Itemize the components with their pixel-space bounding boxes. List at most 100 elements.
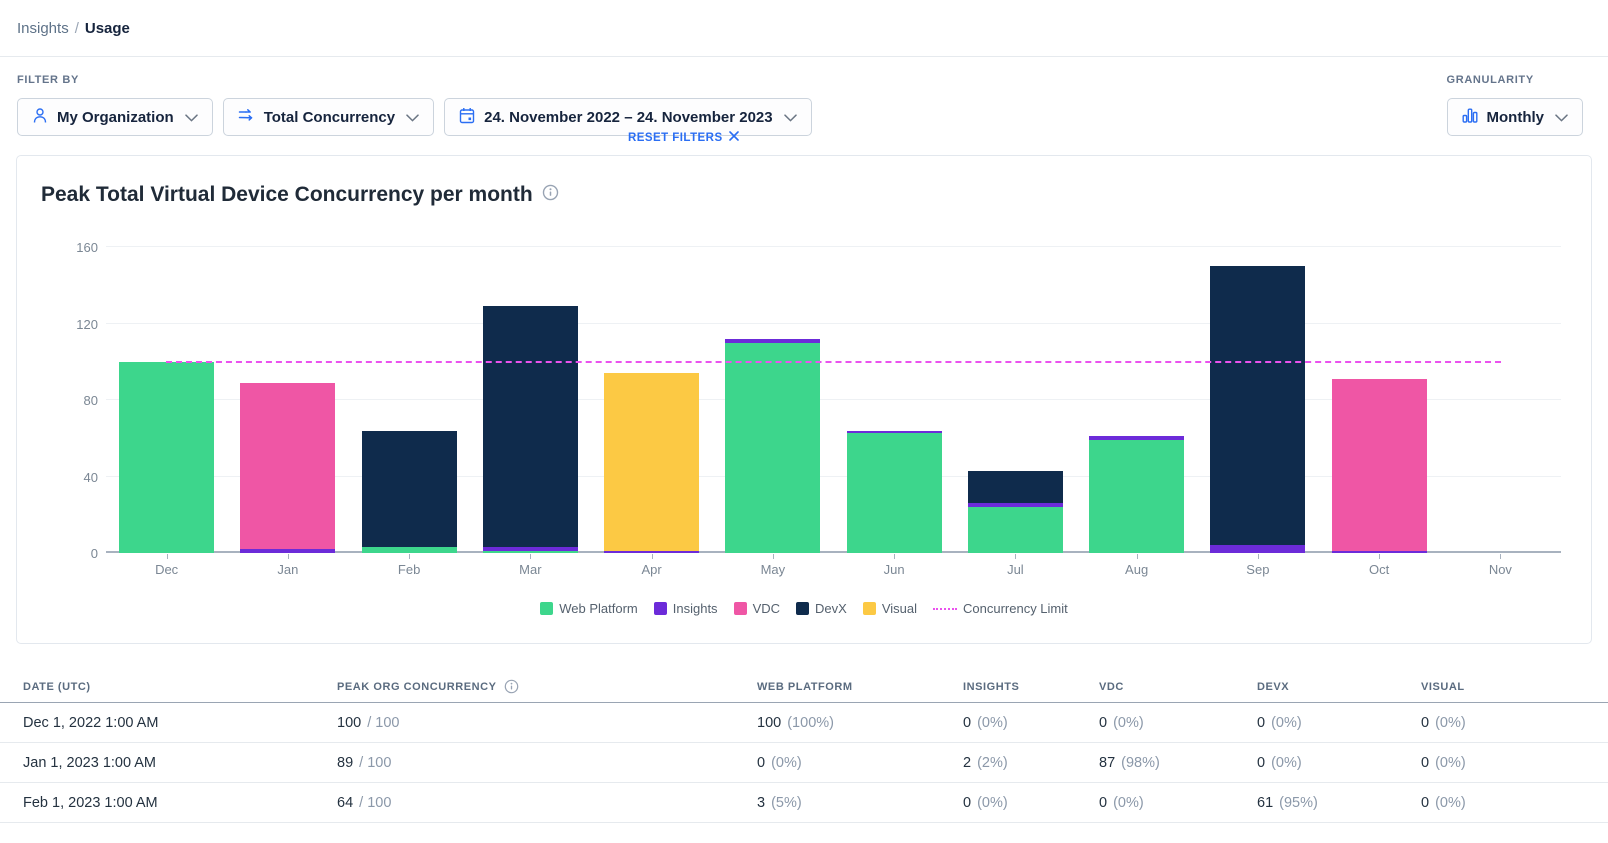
bar-segment-web-platform[interactable]	[725, 342, 821, 553]
y-axis-tick-label: 120	[76, 316, 98, 332]
organization-filter-label: My Organization	[57, 108, 174, 126]
bar-segment-insights[interactable]	[1089, 436, 1185, 441]
bar-segment-devx[interactable]	[1210, 266, 1306, 546]
table-header-1: DATE (UTC)	[23, 680, 91, 693]
legend-label: Visual	[881, 601, 917, 616]
info-icon[interactable]	[542, 184, 559, 206]
x-axis-label-nov: Nov	[1488, 562, 1512, 577]
gridline-0	[106, 551, 1561, 553]
legend-label: Insights	[672, 601, 718, 616]
bar-segment-insights[interactable]	[604, 551, 700, 553]
table-row: Feb 1, 2023 1:00 AM 64 / 100 3 (5%) 0 (0%) 0…	[0, 783, 1608, 823]
bar-segment-web-platform[interactable]	[846, 432, 942, 553]
bar-segment-web-platform[interactable]	[361, 547, 457, 553]
breadcrumb-separator: /	[74, 19, 79, 37]
bar-segment-web-platform[interactable]	[482, 551, 578, 553]
bar-slot-sep	[1197, 247, 1318, 553]
x-axis-tickmark	[1136, 554, 1138, 559]
calendar-icon	[459, 107, 475, 128]
granularity-block: GRANULARITY Monthly	[1446, 74, 1583, 136]
bar-segment-vdc[interactable]	[240, 382, 336, 550]
reset-filters-button[interactable]: RESET FILTERS	[628, 131, 739, 144]
legend-item-vdc[interactable]: VDC	[733, 601, 781, 616]
stacked-bar-aug	[1089, 436, 1185, 553]
bar-segment-web-platform[interactable]	[1089, 440, 1185, 553]
bar-segment-visual[interactable]	[604, 373, 700, 552]
stacked-bar-sep	[1210, 266, 1306, 553]
table-row: Dec 1, 2022 1:00 AM 100 / 100 100 (100%) 0 …	[0, 703, 1608, 743]
bar-slot-jan	[227, 247, 348, 553]
chart-card: Peak Total Virtual Device Concurrency pe…	[16, 155, 1592, 644]
value-cell-web-platform: 100 (100%)	[757, 714, 834, 731]
granularity-dropdown[interactable]: Monthly	[1446, 98, 1583, 136]
legend-swatch-insights	[653, 602, 667, 615]
value-cell-devx: 61 (95%)	[1257, 794, 1318, 811]
bar-segment-vdc[interactable]	[1331, 378, 1427, 552]
filter-by-label: FILTER BY	[17, 74, 79, 86]
x-axis-label-may: May	[760, 562, 786, 577]
chart-legend: Web Platform Insights VDC DevX Visual Concurr…	[17, 601, 1591, 616]
gridline-40	[106, 475, 1561, 477]
legend-swatch-web-platform	[540, 602, 554, 615]
table-row: Jan 1, 2023 1:00 AM 89 / 100 0 (0%) 2 (2%) 8…	[0, 743, 1608, 783]
table-body: Dec 1, 2022 1:00 AM 100 / 100 100 (100%) 0 …	[0, 703, 1608, 823]
bar-segment-insights[interactable]	[482, 547, 578, 552]
x-axis-tickmark	[894, 554, 896, 559]
x-axis-label-feb: Feb	[397, 562, 421, 577]
bar-segment-insights[interactable]	[1210, 545, 1306, 553]
x-axis-label-oct: Oct	[1369, 562, 1390, 577]
metric-filter-dropdown[interactable]: Total Concurrency	[222, 98, 435, 136]
bar-slot-oct	[1319, 247, 1440, 553]
legend-item-visual[interactable]: Visual	[862, 601, 917, 616]
legend-item-insights[interactable]: Insights	[653, 601, 718, 616]
bar-segment-web-platform[interactable]	[119, 361, 215, 553]
legend-item-web-platform[interactable]: Web Platform	[540, 601, 638, 616]
table-header-row: DATE (UTC) PEAK ORG CONCURRENCY WEB PLATFO…	[0, 671, 1608, 703]
breadcrumb: Insights / Usage	[0, 0, 1608, 57]
bar-segment-insights[interactable]	[725, 338, 821, 343]
x-axis-tickmark	[287, 554, 289, 559]
value-cell-devx: 0 (0%)	[1257, 754, 1302, 771]
x-axis-tickmark	[772, 554, 774, 559]
chevron-down-icon	[1555, 109, 1568, 126]
legend-label: Concurrency Limit	[963, 601, 1068, 616]
gridline-120	[106, 322, 1561, 324]
peak-concurrency-cell: 100 / 100	[337, 714, 400, 731]
value-cell-insights: 0 (0%)	[963, 794, 1008, 811]
bar-segment-insights[interactable]	[240, 549, 336, 553]
metric-filter-label: Total Concurrency	[263, 108, 396, 126]
bar-segment-insights[interactable]	[1331, 551, 1427, 553]
bar-segment-devx[interactable]	[482, 306, 578, 548]
bar-slot-mar	[470, 247, 591, 553]
table-header-5: VDC	[1099, 680, 1124, 693]
granularity-label: GRANULARITY	[1446, 74, 1534, 86]
value-cell-web-platform: 0 (0%)	[757, 754, 802, 771]
legend-swatch-concurrency-limit	[933, 607, 957, 610]
chevron-down-icon	[406, 109, 419, 126]
bar-segment-web-platform[interactable]	[967, 507, 1063, 553]
x-axis-tickmark	[409, 554, 411, 559]
organization-filter-dropdown[interactable]: My Organization	[17, 98, 213, 136]
legend-item-devx[interactable]: DevX	[796, 601, 847, 616]
filter-row: My Organization Total Concurrency 24. No…	[17, 98, 1583, 136]
bar-segment-insights[interactable]	[967, 503, 1063, 508]
bar-slot-may	[712, 247, 833, 553]
x-axis-label-apr: Apr	[641, 562, 662, 577]
close-icon	[728, 131, 739, 144]
bar-segment-devx[interactable]	[361, 430, 457, 548]
bar-slot-dec	[106, 247, 227, 553]
bar-segment-devx[interactable]	[967, 470, 1063, 504]
legend-label: VDC	[752, 601, 781, 616]
legend-swatch-devx	[796, 602, 810, 615]
legend-item-concurrency-limit[interactable]: Concurrency Limit	[933, 601, 1068, 616]
stacked-bar-jul	[967, 470, 1063, 553]
user-icon	[32, 107, 48, 128]
stacked-bar-oct	[1331, 378, 1427, 553]
legend-swatch-vdc	[733, 602, 747, 615]
date-cell: Jan 1, 2023 1:00 AM	[23, 754, 157, 771]
stacked-bar-jan	[240, 382, 336, 553]
bar-segment-insights[interactable]	[846, 430, 942, 433]
breadcrumb-parent[interactable]: Insights	[17, 19, 69, 37]
date-range-filter-dropdown[interactable]: 24. November 2022 – 24. November 2023	[444, 98, 812, 136]
info-icon[interactable]	[504, 679, 519, 694]
